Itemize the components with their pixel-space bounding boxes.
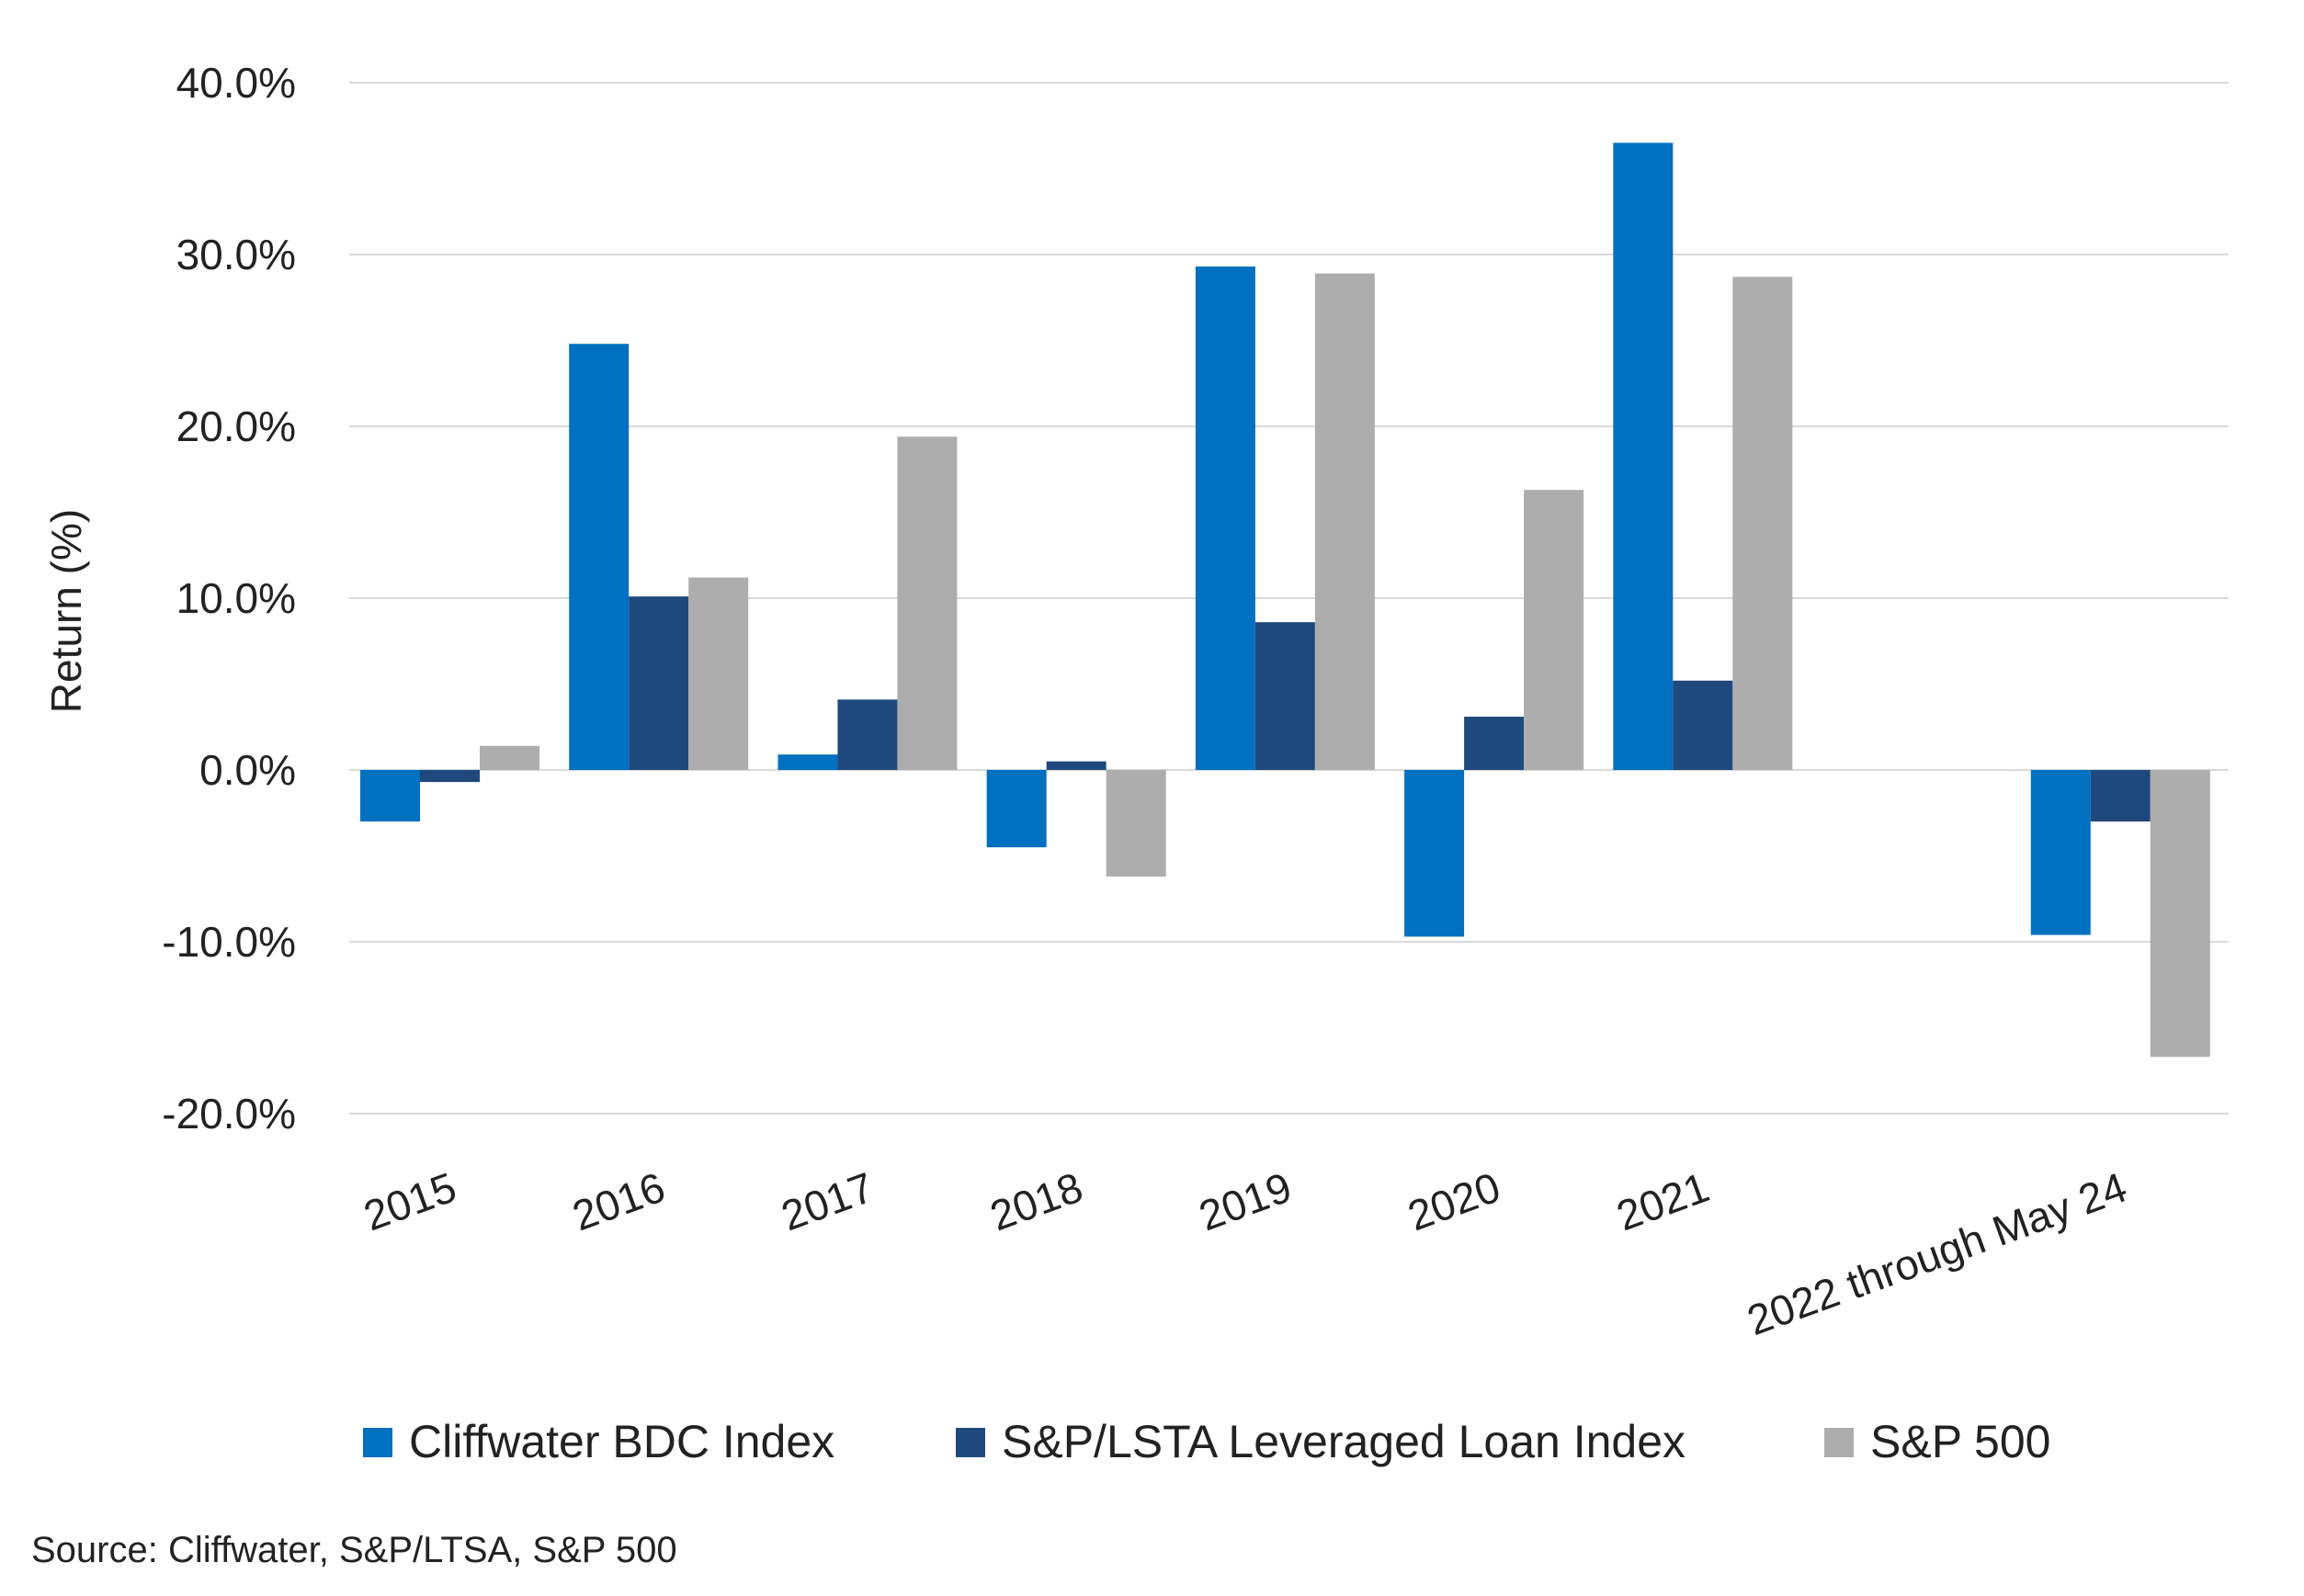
- x-tick-label: 2019: [1193, 1163, 1298, 1240]
- bar-2021-series-2: [1673, 680, 1733, 770]
- bar-2017-series-1: [777, 754, 838, 770]
- bar-2021-series-1: [1613, 142, 1674, 770]
- x-tick-label: 2018: [984, 1163, 1089, 1240]
- x-tick-label: 2015: [358, 1163, 462, 1240]
- bar-2018-series-3: [1106, 770, 1166, 877]
- bar-2022-series-3: [2150, 770, 2210, 1058]
- bar-2015-series-2: [420, 770, 480, 783]
- y-tick-label: 30.0%: [176, 231, 296, 278]
- legend: Cliffwater BDC Index S&P/LSTA Leveraged L…: [363, 1416, 2050, 1467]
- bar-2016-series-3: [688, 577, 749, 770]
- bars: [360, 142, 2210, 1058]
- y-tick-label: 40.0%: [176, 59, 296, 107]
- bar-2017-series-3: [897, 436, 958, 770]
- y-tick-label: -10.0%: [162, 918, 296, 966]
- bar-2018-series-2: [1046, 761, 1107, 770]
- legend-label: S&P/LSTA Leveraged Loan Index: [1002, 1416, 1685, 1467]
- x-tick-label: 2021: [1610, 1163, 1715, 1240]
- bar-2019-series-2: [1254, 622, 1315, 770]
- bar-2019-series-1: [1195, 266, 1255, 771]
- bar-2020-series-1: [1404, 770, 1465, 937]
- legend-swatch: [956, 1428, 985, 1457]
- bar-2015-series-1: [360, 770, 420, 822]
- bar-2022-series-2: [2090, 770, 2151, 822]
- bar-2021-series-3: [1732, 277, 1793, 770]
- bar-2020-series-2: [1464, 717, 1525, 770]
- bar-2016-series-2: [629, 596, 689, 770]
- y-tick-label: -20.0%: [162, 1090, 296, 1138]
- bar-2019-series-3: [1314, 273, 1375, 770]
- y-tick-label: 0.0%: [199, 746, 296, 794]
- y-axis-label: Return (%): [42, 509, 90, 713]
- legend-label: Cliffwater BDC Index: [409, 1416, 834, 1467]
- source-note: Source: Cliffwater, S&P/LTSA, S&P 500: [31, 1530, 677, 1570]
- y-axis-ticks: 40.0% 30.0% 20.0% 10.0% 0.0% -10.0% -20.0%: [162, 59, 296, 1138]
- legend-swatch: [1824, 1428, 1854, 1457]
- x-tick-label: 2016: [566, 1163, 671, 1240]
- legend-swatch: [363, 1428, 392, 1457]
- bar-2016-series-1: [569, 344, 630, 770]
- legend-label: S&P 500: [1870, 1416, 2050, 1467]
- bar-2017-series-2: [837, 699, 898, 770]
- y-tick-label: 20.0%: [176, 402, 296, 450]
- x-tick-label: 2022 through May 24: [1741, 1163, 2132, 1345]
- x-axis-ticks: 2015 2016 2017 2018 2019 2020 2021 2022 through…: [358, 1163, 2133, 1345]
- x-tick-label: 2020: [1402, 1163, 1506, 1240]
- y-tick-label: 10.0%: [176, 574, 296, 622]
- bar-2015-series-3: [480, 745, 539, 770]
- bar-2018-series-1: [986, 770, 1047, 848]
- bar-2022-series-1: [2030, 770, 2091, 935]
- x-tick-label: 2017: [775, 1163, 880, 1240]
- bar-2020-series-3: [1524, 490, 1584, 770]
